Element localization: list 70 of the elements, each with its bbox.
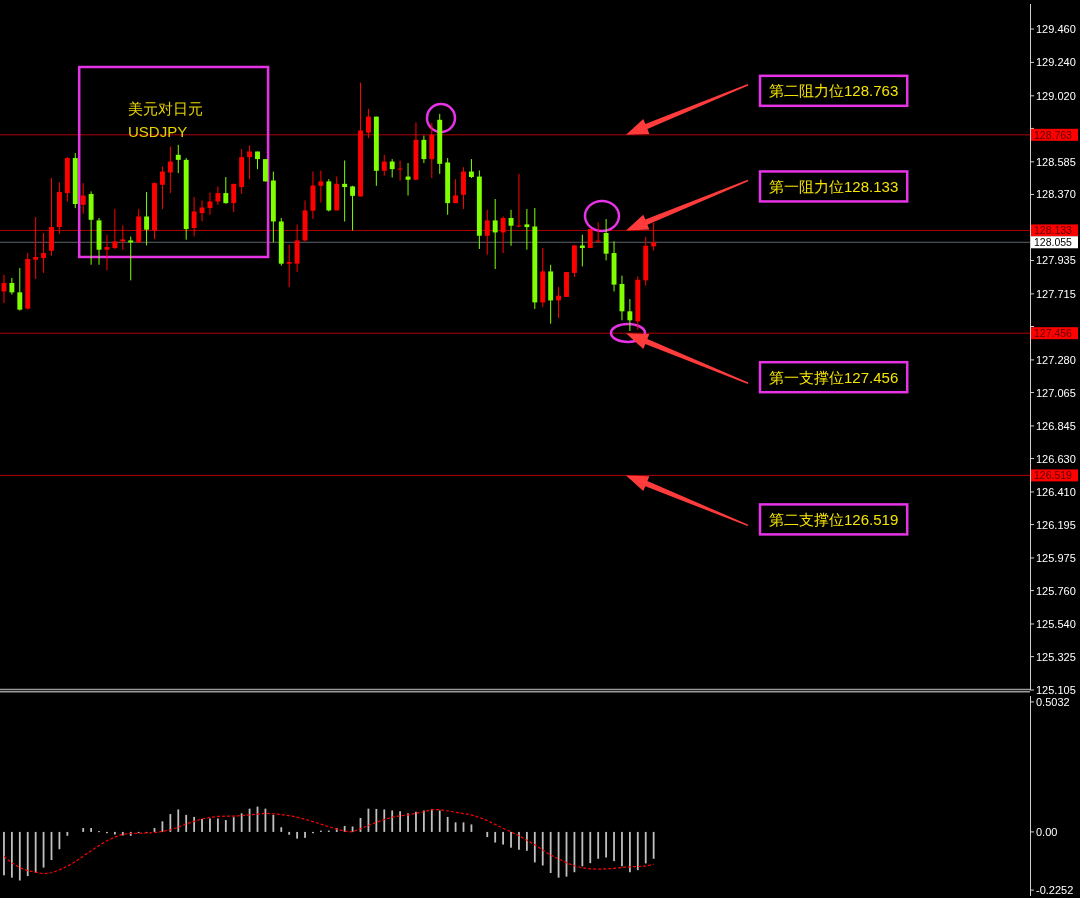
- y-tick-label: -0.2252: [1036, 884, 1074, 897]
- y-tick-label: 127.065: [1036, 386, 1076, 399]
- candlestick: [365, 108, 371, 139]
- candlestick: [342, 159, 348, 222]
- candlestick: [33, 216, 39, 280]
- candlestick: [579, 234, 585, 267]
- ref-line-label: 128.763: [1034, 128, 1073, 141]
- ref-line-label: 128.055: [1034, 236, 1073, 249]
- candlestick: [627, 298, 633, 332]
- candlestick: [524, 208, 530, 251]
- candlestick: [120, 224, 126, 251]
- candlestick: [112, 208, 118, 250]
- candlestick: [389, 158, 395, 178]
- candlestick: [318, 169, 324, 204]
- y-tick-label: 129.460: [1036, 23, 1076, 36]
- ref-line-label: 127.456: [1034, 327, 1073, 340]
- candlestick: [651, 222, 657, 251]
- candlestick: [484, 209, 490, 256]
- y-tick-label: 126.845: [1036, 419, 1076, 432]
- annotation: 第二支撑位126.519: [769, 510, 899, 528]
- y-tick-label: 127.280: [1036, 353, 1076, 366]
- text: 美元对日元: [128, 99, 203, 117]
- y-tick-label: 126.195: [1036, 518, 1076, 531]
- y-tick-label: 125.975: [1036, 551, 1076, 564]
- y-tick-label: 129.240: [1036, 56, 1076, 69]
- y-tick-label: 128.585: [1036, 155, 1076, 168]
- y-tick-label: 128.370: [1036, 188, 1076, 201]
- annotation: 第一阻力位128.133: [769, 177, 899, 195]
- candlestick: [104, 234, 110, 271]
- candlestick: [294, 224, 300, 273]
- candlestick: [231, 183, 237, 213]
- candlestick: [191, 196, 197, 237]
- candlestick: [128, 236, 134, 281]
- candlestick: [350, 185, 356, 231]
- candlestick: [397, 159, 403, 182]
- candlestick: [461, 166, 466, 210]
- candlestick: [144, 191, 150, 246]
- annotation: 第二阻力位128.763: [769, 82, 899, 100]
- candlestick: [80, 182, 86, 215]
- ref-line-label: 126.519: [1034, 469, 1073, 482]
- y-tick-label: 0.00: [1036, 825, 1058, 838]
- candlestick: [9, 277, 15, 296]
- candlestick: [500, 215, 506, 254]
- text: USDJPY: [128, 122, 188, 140]
- candlestick: [223, 176, 229, 205]
- candlestick: [381, 154, 387, 177]
- candlestick: [49, 177, 54, 257]
- candlestick: [286, 244, 292, 288]
- candlestick: [17, 267, 23, 312]
- y-tick-label: 126.630: [1036, 452, 1076, 465]
- candlestick: [175, 144, 181, 174]
- candlestick: [167, 146, 173, 194]
- candlestick: [215, 185, 221, 206]
- y-tick-label: 125.105: [1036, 684, 1076, 696]
- y-tick-label: 125.540: [1036, 617, 1076, 630]
- y-tick-label: 127.935: [1036, 254, 1076, 267]
- candlestick: [41, 232, 47, 274]
- y-tick-label: 125.325: [1036, 650, 1076, 663]
- line-series: [3, 809, 655, 875]
- annotation: 第一支撑位127.456: [769, 368, 899, 386]
- y-tick-label: 127.715: [1036, 287, 1076, 300]
- candlestick: [159, 166, 165, 210]
- y-tick-label: 126.410: [1036, 485, 1076, 498]
- y-tick-label: 129.020: [1036, 89, 1076, 102]
- y-tick-label: 125.760: [1036, 584, 1076, 597]
- candlestick: [421, 135, 427, 164]
- candlestick: [492, 198, 498, 270]
- ref-line-label: 128.133: [1034, 224, 1073, 237]
- candlestick: [468, 158, 474, 179]
- y-tick-label: 0.5032: [1036, 695, 1070, 708]
